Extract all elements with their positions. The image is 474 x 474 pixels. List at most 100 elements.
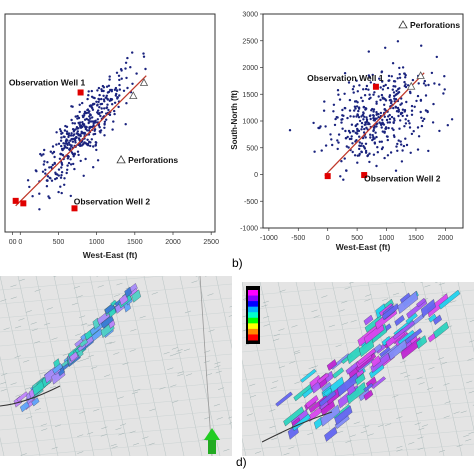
- scatter-point: [39, 152, 42, 156]
- perforation-marker: [416, 71, 425, 79]
- scatter-point: [26, 179, 30, 182]
- scatter-point: [81, 101, 84, 105]
- scatter-point: [380, 71, 383, 74]
- scatter-point: [51, 163, 54, 167]
- scatter-point: [363, 115, 366, 119]
- scatter-point: [350, 135, 353, 138]
- scatter-point: [103, 126, 106, 129]
- scatter-point: [411, 78, 415, 82]
- scatter-point: [386, 135, 389, 138]
- scatter-point: [107, 108, 110, 112]
- scatter-point: [392, 117, 396, 120]
- scatter-point: [337, 93, 340, 96]
- scatter-point: [63, 177, 66, 180]
- scatter-point: [378, 121, 381, 124]
- scatter-point: [103, 134, 106, 137]
- scatter-point: [360, 150, 363, 153]
- scatter-point: [354, 107, 357, 110]
- scatter-point: [100, 97, 103, 101]
- scatter-point: [375, 117, 378, 120]
- scatter-point: [362, 131, 366, 134]
- scatter-point: [364, 121, 368, 124]
- scatter-point: [364, 142, 368, 145]
- scatter-point: [393, 94, 396, 98]
- scatter-point: [377, 95, 380, 98]
- plot-area-a: [4, 13, 216, 233]
- scatter-point: [54, 172, 57, 176]
- scatter-point: [135, 72, 138, 75]
- fracture-plane: [357, 348, 377, 365]
- scatter-point: [426, 109, 429, 113]
- scatter-point: [368, 114, 372, 118]
- scatter-point: [377, 113, 380, 116]
- fracture-plane: [363, 314, 374, 326]
- x-tick-label: 1500: [408, 235, 424, 242]
- fracture-plane: [428, 313, 437, 323]
- scatter-point: [333, 123, 337, 127]
- scatter-point: [105, 94, 109, 98]
- scatter-point: [391, 62, 395, 65]
- scatter-point: [336, 139, 339, 142]
- scatter-point: [403, 110, 406, 113]
- scatter-point: [419, 99, 423, 102]
- scatter-point: [365, 126, 368, 129]
- triangle-icon: [116, 155, 126, 164]
- fracture-plane: [397, 291, 419, 314]
- well-marker: [77, 89, 84, 96]
- scatter-point: [352, 115, 355, 118]
- scatter-point: [400, 102, 403, 105]
- scatter-point: [360, 96, 363, 100]
- scatter-point: [89, 120, 92, 123]
- scatter-point: [92, 120, 96, 123]
- fracture-plane: [405, 312, 418, 324]
- scatter-point: [409, 91, 412, 95]
- scatter-point: [125, 76, 128, 80]
- scatter-point: [96, 111, 99, 114]
- scatter-point: [28, 185, 31, 189]
- scatter-point: [78, 123, 81, 126]
- scatter-point: [72, 134, 75, 137]
- observation-wells-a: [12, 89, 84, 212]
- scatter-point: [404, 118, 407, 121]
- scatter-point: [49, 150, 52, 153]
- fracture-plane: [19, 401, 30, 413]
- colorbar-swatch: [248, 334, 258, 341]
- scatter-point: [342, 178, 345, 181]
- scatter-point: [103, 123, 106, 126]
- scatter-point: [74, 115, 77, 118]
- scatter-point: [76, 114, 79, 118]
- scatter-point: [372, 153, 376, 156]
- colorbar-swatch: [248, 301, 258, 308]
- scatter-point: [443, 75, 446, 78]
- scatter-point: [131, 51, 134, 54]
- scatter-point: [403, 84, 406, 88]
- scatter-point: [64, 124, 67, 128]
- scatter-point: [398, 66, 401, 70]
- scatter-point: [427, 83, 430, 87]
- scatter-point: [120, 69, 123, 72]
- scatter-point: [110, 88, 114, 92]
- scatter-point: [358, 141, 361, 144]
- scatter-point: [397, 110, 400, 113]
- scatter-point: [69, 134, 73, 137]
- scatter-point: [60, 174, 63, 177]
- x-tick-label: 2500: [203, 239, 219, 246]
- scatter-point: [111, 103, 114, 106]
- scatter-point: [405, 114, 409, 117]
- scatter-point: [378, 140, 381, 143]
- y-tick-label: 0: [254, 172, 258, 179]
- fracture-plane: [433, 321, 449, 339]
- scatter-point: [98, 126, 101, 129]
- scatter-point: [50, 179, 54, 182]
- scatter-point: [378, 77, 381, 80]
- scatter-point: [90, 89, 94, 93]
- scatter-point: [67, 132, 71, 135]
- scatter-point: [98, 93, 101, 97]
- scatter-point: [324, 125, 327, 128]
- scatter-point: [442, 92, 445, 95]
- y-axis-label-b: South-North (ft): [230, 90, 239, 150]
- scatter-point: [388, 121, 392, 124]
- scatter-point: [345, 145, 348, 148]
- scatter-point: [368, 160, 371, 164]
- scatter-point: [388, 95, 391, 99]
